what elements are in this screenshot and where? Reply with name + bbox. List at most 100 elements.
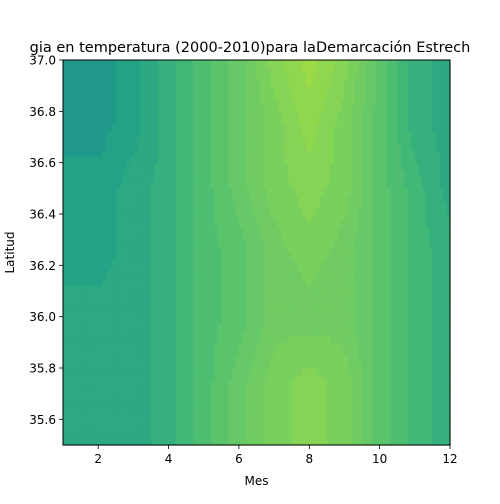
contour-cell [214, 188, 218, 195]
contour-cell [299, 323, 303, 330]
contour-cell [200, 285, 204, 292]
contour-cell [288, 419, 292, 426]
contour-cell [380, 285, 384, 292]
contour-cell [246, 272, 250, 279]
contour-cell [105, 156, 109, 163]
contour-cell [309, 156, 313, 163]
contour-cell [285, 265, 289, 272]
contour-cell [264, 195, 268, 202]
contour-cell [67, 304, 71, 311]
contour-cell [422, 342, 426, 349]
contour-cell [359, 394, 363, 401]
contour-cell [257, 355, 261, 362]
contour-cell [95, 394, 99, 401]
contour-cell [408, 220, 412, 227]
contour-cell [369, 163, 373, 170]
contour-cell [369, 349, 373, 356]
contour-cell [425, 336, 429, 343]
contour-cell [221, 432, 225, 439]
contour-cell [186, 297, 190, 304]
contour-cell [376, 195, 380, 202]
contour-cell [242, 227, 246, 234]
contour-cell [77, 285, 81, 292]
contour-cell [418, 381, 422, 388]
contour-cell [359, 310, 363, 317]
contour-cell [299, 394, 303, 401]
contour-cell [214, 342, 218, 349]
contour-cell [369, 336, 373, 343]
contour-cell [218, 323, 222, 330]
contour-cell [344, 156, 348, 163]
contour-cell [137, 265, 141, 272]
contour-cell [383, 381, 387, 388]
contour-cell [408, 342, 412, 349]
contour-cell [341, 317, 345, 324]
contour-cell [95, 413, 99, 420]
contour-cell [337, 317, 341, 324]
contour-cell [239, 342, 243, 349]
contour-cell [376, 362, 380, 369]
contour-cell [123, 259, 127, 266]
contour-cell [337, 407, 341, 414]
contour-cell [172, 169, 176, 176]
contour-cell [197, 323, 201, 330]
contour-cell [172, 323, 176, 330]
contour-cell [242, 188, 246, 195]
contour-cell [88, 310, 92, 317]
contour-cell [77, 426, 81, 433]
contour-cell [341, 233, 345, 240]
contour-cell [260, 188, 264, 195]
contour-cell [232, 195, 236, 202]
contour-cell [144, 278, 148, 285]
contour-cell [281, 285, 285, 292]
contour-cell [70, 368, 74, 375]
contour-cell [207, 297, 211, 304]
contour-cell [432, 432, 436, 439]
contour-cell [74, 400, 78, 407]
contour-cell [415, 291, 419, 298]
contour-cell [218, 188, 222, 195]
contour-cell [232, 176, 236, 183]
contour-cell [151, 188, 155, 195]
contour-cell [154, 272, 158, 279]
contour-cell [341, 240, 345, 247]
contour-cell [70, 355, 74, 362]
contour-cell [257, 330, 261, 337]
contour-cell [154, 381, 158, 388]
contour-cell [264, 227, 268, 234]
contour-cell [151, 336, 155, 343]
contour-cell [302, 246, 306, 253]
contour-cell [436, 387, 440, 394]
contour-cell [373, 208, 377, 215]
contour-cell [274, 214, 278, 221]
contour-cell [119, 246, 123, 253]
contour-cell [109, 355, 113, 362]
contour-cell [316, 330, 320, 337]
contour-cell [105, 201, 109, 208]
contour-cell [341, 336, 345, 343]
contour-cell [295, 233, 299, 240]
contour-cell [366, 426, 370, 433]
contour-cell [359, 220, 363, 227]
contour-cell [288, 381, 292, 388]
contour-cell [190, 246, 194, 253]
contour-cell [116, 233, 120, 240]
contour-cell [95, 156, 99, 163]
contour-cell [366, 214, 370, 221]
contour-cell [415, 156, 419, 163]
contour-cell [320, 400, 324, 407]
contour-cell [130, 387, 134, 394]
contour-cell [109, 381, 113, 388]
contour-cell [225, 297, 229, 304]
contour-cell [186, 336, 190, 343]
contour-cell [77, 188, 81, 195]
contour-cell [225, 342, 229, 349]
contour-cell [436, 240, 440, 247]
contour-cell [147, 387, 151, 394]
contour-cell [232, 374, 236, 381]
contour-cell [278, 227, 282, 234]
contour-cell [436, 220, 440, 227]
contour-cell [221, 387, 225, 394]
contour-cell [200, 374, 204, 381]
contour-cell [172, 227, 176, 234]
